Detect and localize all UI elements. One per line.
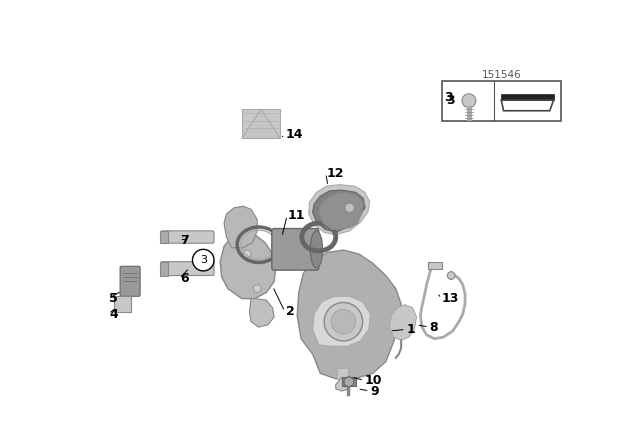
- Text: 6: 6: [180, 272, 189, 285]
- Text: 1: 1: [406, 323, 415, 336]
- Text: 10: 10: [365, 374, 383, 387]
- Polygon shape: [344, 376, 353, 387]
- Bar: [501, 94, 554, 100]
- FancyBboxPatch shape: [272, 228, 319, 270]
- Text: 12: 12: [326, 167, 344, 180]
- FancyBboxPatch shape: [161, 262, 214, 276]
- Text: 4: 4: [109, 307, 118, 320]
- Text: 2: 2: [285, 305, 294, 318]
- Polygon shape: [336, 377, 349, 391]
- Bar: [114, 296, 131, 313]
- Bar: [242, 109, 280, 138]
- Ellipse shape: [310, 231, 323, 268]
- Polygon shape: [308, 185, 369, 235]
- Text: 8: 8: [429, 321, 438, 334]
- Bar: [342, 377, 356, 386]
- Text: 3: 3: [444, 91, 453, 104]
- Polygon shape: [220, 233, 276, 299]
- Polygon shape: [390, 305, 417, 340]
- Polygon shape: [319, 192, 364, 229]
- Polygon shape: [297, 250, 401, 379]
- Polygon shape: [312, 296, 371, 346]
- Circle shape: [253, 285, 261, 293]
- Text: 5: 5: [109, 292, 118, 305]
- FancyBboxPatch shape: [161, 231, 214, 243]
- Circle shape: [331, 310, 356, 334]
- Circle shape: [345, 203, 354, 212]
- Bar: [160, 262, 168, 276]
- Circle shape: [447, 271, 455, 280]
- Text: 3: 3: [200, 255, 207, 265]
- Circle shape: [193, 250, 214, 271]
- Text: 14: 14: [285, 128, 303, 141]
- Polygon shape: [224, 206, 257, 248]
- Text: 3: 3: [446, 94, 454, 107]
- Text: 11: 11: [288, 209, 305, 222]
- Text: 151546: 151546: [482, 70, 522, 80]
- Circle shape: [462, 94, 476, 108]
- Polygon shape: [250, 299, 274, 327]
- Bar: [428, 262, 442, 269]
- Bar: [442, 81, 561, 121]
- Text: 7: 7: [180, 233, 189, 246]
- Bar: [160, 231, 168, 243]
- Polygon shape: [242, 109, 280, 138]
- Text: 9: 9: [371, 384, 379, 397]
- Circle shape: [243, 250, 251, 258]
- Text: 13: 13: [442, 292, 460, 305]
- Circle shape: [324, 302, 363, 341]
- FancyBboxPatch shape: [120, 266, 140, 296]
- Polygon shape: [312, 190, 365, 233]
- Bar: [337, 368, 348, 379]
